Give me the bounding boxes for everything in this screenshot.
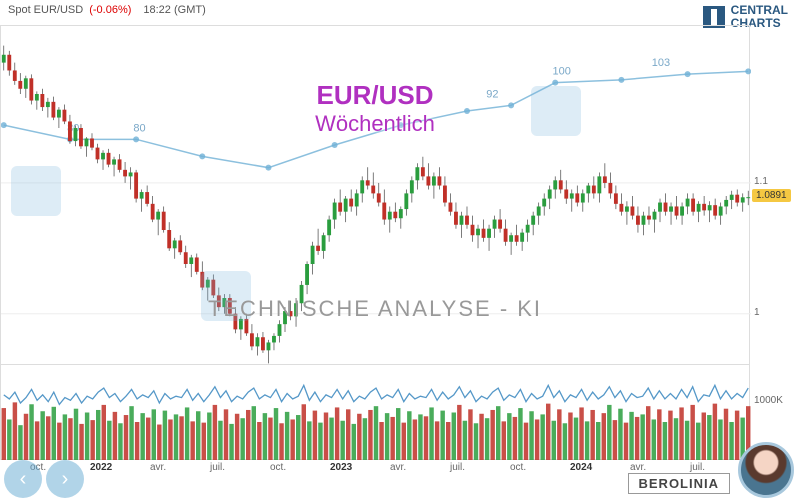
- watermark-icon: [531, 86, 581, 136]
- svg-text:100: 100: [552, 66, 570, 78]
- price-y-axis: 1.111.0891: [750, 25, 800, 365]
- price-chart[interactable]: 808092100103: [0, 25, 750, 365]
- chart-header: Spot EUR/USD (-0.06%) 18:22 (GMT): [0, 0, 800, 20]
- svg-text:103: 103: [652, 57, 670, 69]
- watermark-icon: [201, 271, 251, 321]
- timestamp: 18:22 (GMT): [143, 4, 205, 16]
- pair-label: Spot EUR/USD: [8, 4, 83, 16]
- nav-next-button[interactable]: ›: [46, 460, 84, 498]
- author-avatar[interactable]: [738, 442, 794, 498]
- nav-prev-button[interactable]: ‹: [4, 460, 42, 498]
- svg-text:92: 92: [486, 88, 498, 100]
- svg-text:80: 80: [133, 122, 145, 134]
- watermark-icon: [11, 166, 61, 216]
- volume-chart[interactable]: [0, 365, 750, 460]
- pct-change: (-0.06%): [89, 4, 131, 16]
- author-badge: BEROLINIA: [628, 473, 731, 494]
